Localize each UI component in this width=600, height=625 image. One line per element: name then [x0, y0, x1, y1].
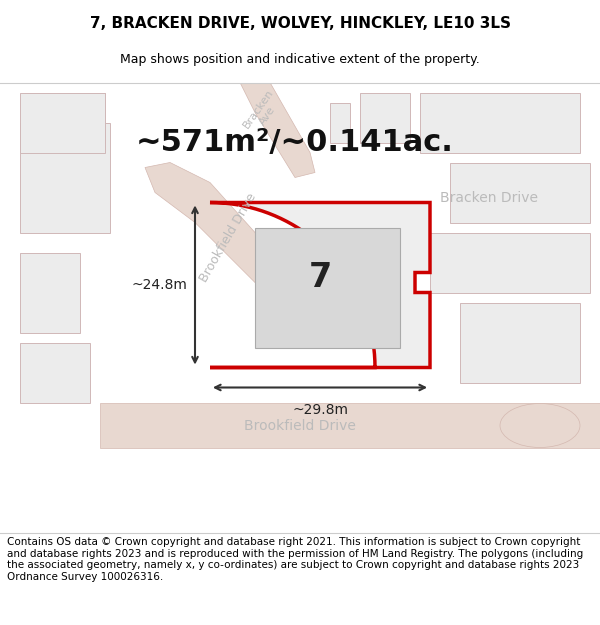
Polygon shape: [145, 162, 310, 318]
Polygon shape: [210, 202, 430, 368]
Bar: [430, 232, 590, 292]
Bar: [360, 92, 410, 142]
Bar: [420, 92, 580, 152]
Text: Brookfield Drive: Brookfield Drive: [197, 191, 259, 284]
Text: 7, BRACKEN DRIVE, WOLVEY, HINCKLEY, LE10 3LS: 7, BRACKEN DRIVE, WOLVEY, HINCKLEY, LE10…: [89, 16, 511, 31]
Text: ~571m²/~0.141ac.: ~571m²/~0.141ac.: [136, 128, 454, 157]
Bar: [20, 92, 105, 152]
Text: Brookfield Drive: Brookfield Drive: [244, 419, 356, 432]
Bar: [20, 253, 80, 332]
Polygon shape: [100, 402, 600, 448]
Bar: [20, 342, 90, 402]
Bar: [460, 302, 580, 382]
Bar: [255, 228, 400, 348]
Ellipse shape: [500, 404, 580, 448]
Text: ~29.8m: ~29.8m: [292, 402, 348, 416]
Bar: [450, 162, 590, 222]
Text: ~24.8m: ~24.8m: [131, 278, 187, 292]
Text: Map shows position and indicative extent of the property.: Map shows position and indicative extent…: [120, 53, 480, 66]
Text: Contains OS data © Crown copyright and database right 2021. This information is : Contains OS data © Crown copyright and d…: [7, 537, 583, 582]
Bar: [20, 122, 110, 232]
Polygon shape: [240, 82, 315, 178]
Bar: [25, 92, 105, 142]
Text: 7: 7: [308, 261, 332, 294]
Bar: [330, 102, 350, 142]
Text: Bracken Drive: Bracken Drive: [440, 191, 538, 204]
Text: Bracken
Ave: Bracken Ave: [241, 88, 285, 138]
